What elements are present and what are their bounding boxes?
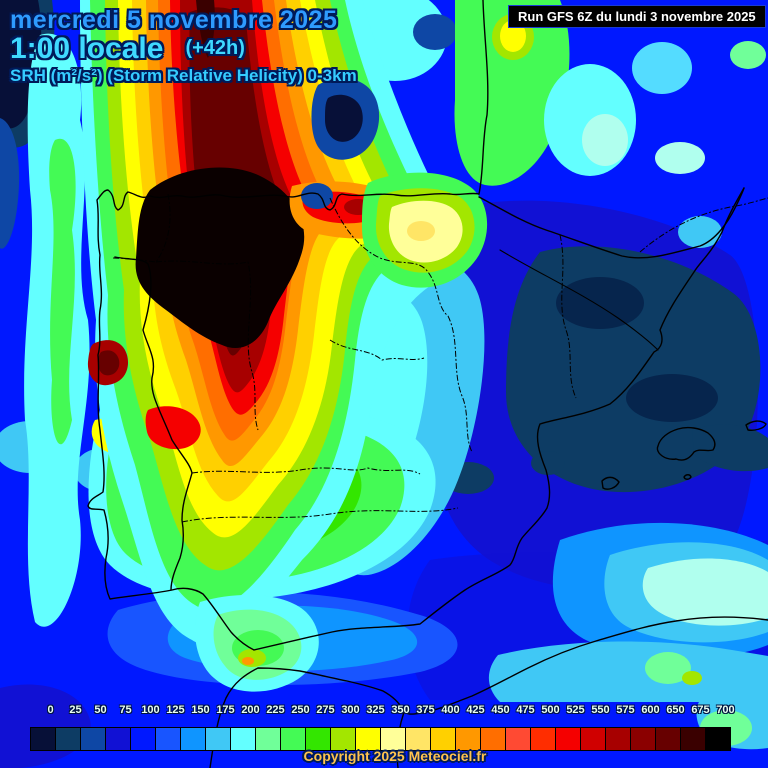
legend-label-150: 150 [191, 704, 210, 716]
border-pyrenees [478, 187, 745, 259]
legend-cell-275 [306, 728, 331, 750]
map-topright-greens [343, 0, 766, 248]
legend-cell-0 [31, 728, 56, 750]
legend-label-250: 250 [291, 704, 310, 716]
run-info-box: Run GFS 6Z du lundi 3 novembre 2025 [508, 5, 766, 28]
island-menorca [745, 420, 767, 431]
legend-label-100: 100 [141, 704, 160, 716]
legend-cell-475 [506, 728, 531, 750]
legend-label-500: 500 [541, 704, 560, 716]
legend-cell-200 [231, 728, 256, 750]
legend-cell-450 [481, 728, 506, 750]
coast-france [478, 0, 489, 195]
legend-label-550: 550 [591, 704, 610, 716]
forecast-time-row: 1:00 locale (+42h) [10, 32, 245, 66]
island-mallorca [656, 426, 716, 461]
parameter-title: SRH (m²/s²) (Storm Relative Helicity) 0-… [10, 66, 357, 85]
legend-cell-300 [331, 728, 356, 750]
map-coastlines [87, 0, 768, 768]
legend-label-525: 525 [566, 704, 585, 716]
legend-label-300: 300 [341, 704, 360, 716]
map-left-cyan-column [24, 33, 90, 627]
legend-cell-600 [631, 728, 656, 750]
legend-label-400: 400 [441, 704, 460, 716]
map-interior-borders [111, 193, 768, 523]
legend-cell-700 [706, 728, 730, 750]
legend-cell-575 [606, 728, 631, 750]
map-top-middle-pockets [301, 78, 380, 209]
map-gibraltar-green [194, 594, 319, 692]
legend-cell-125 [156, 728, 181, 750]
legend-label-50: 50 [94, 704, 107, 716]
coast-iberia [87, 187, 745, 651]
legend-scale [30, 727, 731, 751]
legend-cell-325 [356, 728, 381, 750]
legend-label-325: 325 [366, 704, 385, 716]
forecast-date: mercredi 5 novembre 2025 [10, 6, 338, 34]
island-ibiza [601, 476, 620, 490]
legend-cell-550 [581, 728, 606, 750]
legend-label-475: 475 [516, 704, 535, 716]
legend-cell-650 [656, 728, 681, 750]
legend-label-25: 25 [69, 704, 82, 716]
island-cabrera [683, 474, 692, 480]
legend-cell-250 [281, 728, 306, 750]
legend-cell-350 [381, 728, 406, 750]
legend-label-175: 175 [216, 704, 235, 716]
legend-label-600: 600 [641, 704, 660, 716]
legend-label-350: 350 [391, 704, 410, 716]
legend-cell-225 [256, 728, 281, 750]
legend-cell-400 [431, 728, 456, 750]
legend-cell-425 [456, 728, 481, 750]
legend-label-225: 225 [266, 704, 285, 716]
river-ebro [499, 249, 659, 351]
legend-cell-375 [406, 728, 431, 750]
legend-label-700: 700 [716, 704, 735, 716]
legend-label-75: 75 [119, 704, 132, 716]
legend-label-650: 650 [666, 704, 685, 716]
legend-labels: 0 25 50 75 100 125 150 175 200 225 250 275 300 325 350… [38, 704, 738, 716]
legend-label-0: 0 [47, 704, 54, 716]
forecast-offset: (+42h) [185, 37, 245, 59]
legend-cell-75 [106, 728, 131, 750]
legend-cell-50 [81, 728, 106, 750]
legend-cell-500 [531, 728, 556, 750]
legend-label-275: 275 [316, 704, 335, 716]
legend-label-200: 200 [241, 704, 260, 716]
legend-cell-175 [206, 728, 231, 750]
legend-label-575: 575 [616, 704, 635, 716]
forecast-local-time: 1:00 locale [10, 32, 164, 65]
legend-label-375: 375 [416, 704, 435, 716]
legend-cell-25 [56, 728, 81, 750]
border-portugal [114, 256, 193, 591]
copyright-text: Copyright 2025 Meteociel.fr [303, 748, 487, 764]
legend-cell-150 [181, 728, 206, 750]
legend-label-675: 675 [691, 704, 710, 716]
legend-label-425: 425 [466, 704, 485, 716]
legend-cell-100 [131, 728, 156, 750]
legend-label-450: 450 [491, 704, 510, 716]
legend-label-125: 125 [166, 704, 185, 716]
map-cantabrian-warm-band [289, 172, 488, 288]
legend-cell-525 [556, 728, 581, 750]
legend-cell-675 [681, 728, 706, 750]
